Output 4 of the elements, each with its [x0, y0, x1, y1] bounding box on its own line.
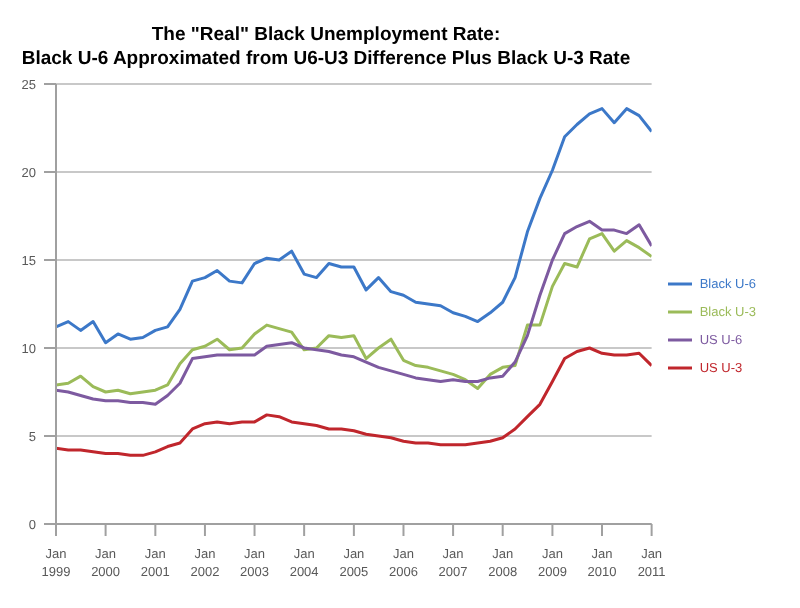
line-series — [56, 346, 652, 457]
chart-subtitle: Black U-6 Approximated from U6-U3 Difference Plus Black U-3 Rate — [19, 48, 633, 72]
line-series — [56, 107, 652, 345]
chart-title: The "Real" Black Unemployment Rate: — [149, 24, 503, 48]
